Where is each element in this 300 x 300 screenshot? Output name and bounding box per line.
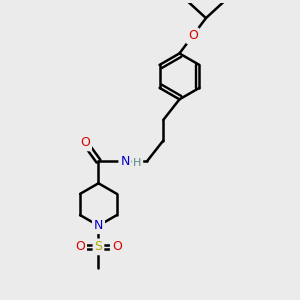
Text: N: N [94,219,103,232]
Text: O: O [188,29,198,42]
Text: S: S [94,240,103,254]
Text: O: O [112,240,122,254]
Text: O: O [80,136,90,149]
Text: N: N [120,155,130,168]
Text: H: H [133,158,142,168]
Text: O: O [75,240,85,254]
